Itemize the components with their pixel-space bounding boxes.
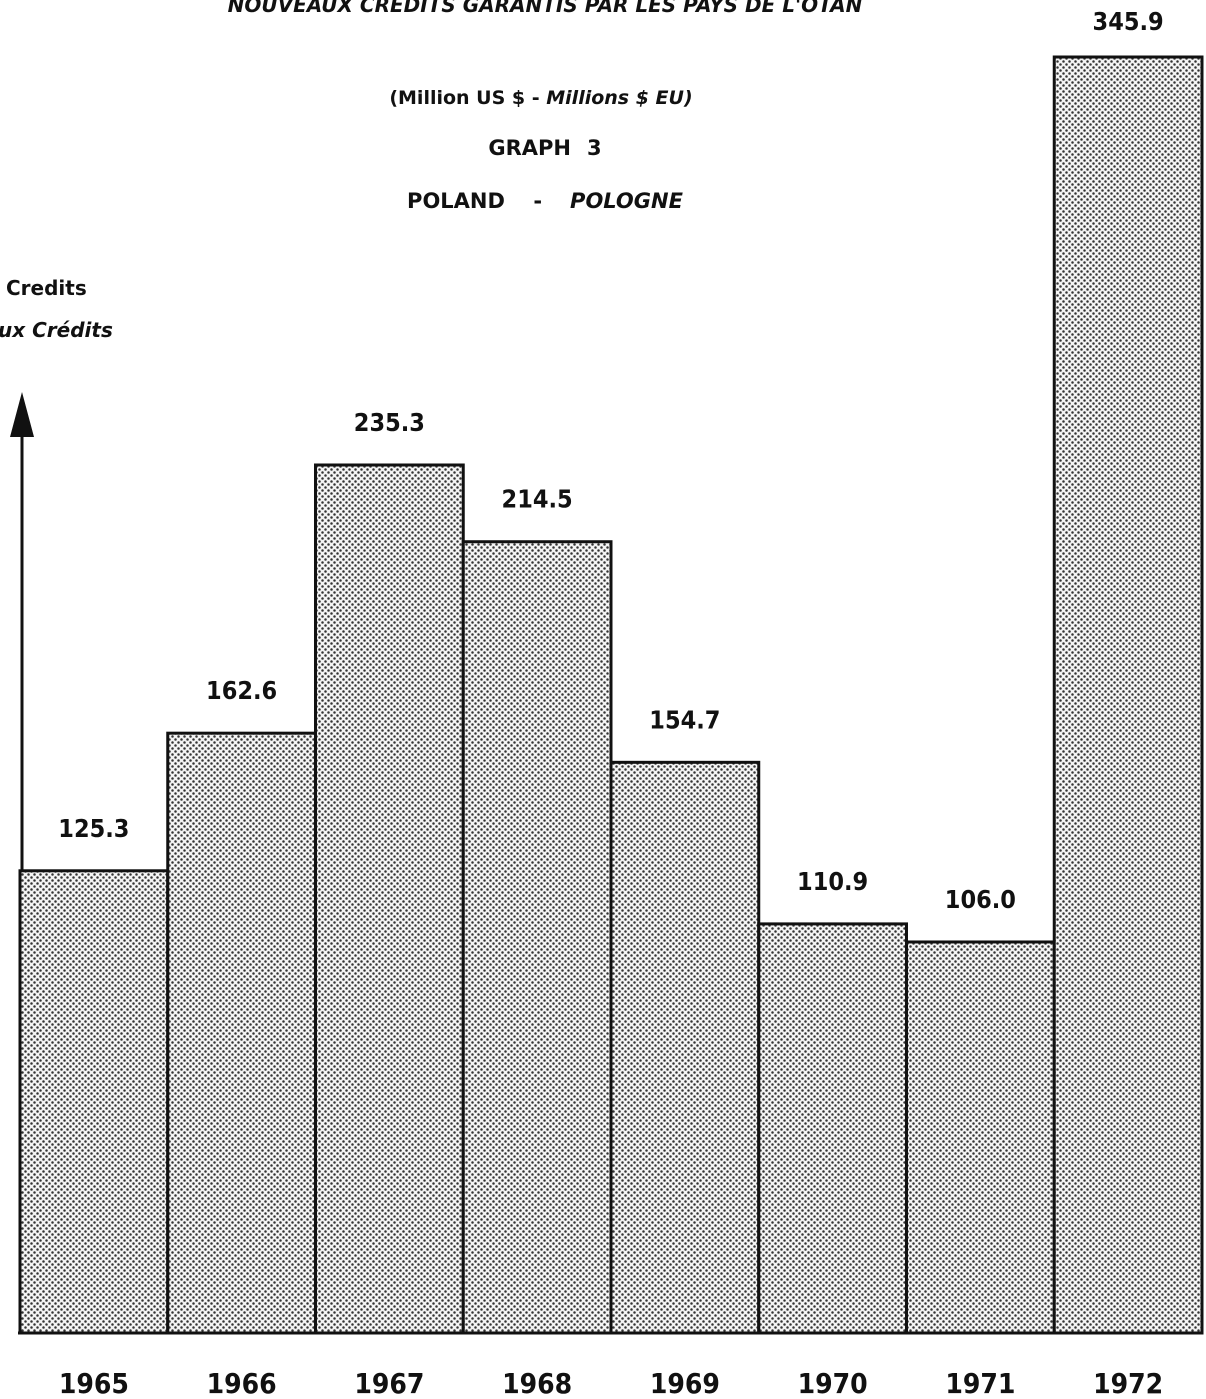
year-label-1965: 1965 — [59, 1367, 129, 1399]
bar-1971 — [905, 940, 1056, 1335]
year-label-1971: 1971 — [945, 1367, 1015, 1399]
bar-1965 — [18, 869, 170, 1335]
value-label-1967: 235.3 — [354, 408, 425, 437]
graph-label: GRAPH — [488, 136, 571, 160]
year-label-1970: 1970 — [798, 1367, 868, 1399]
unit-subtitle: (Million US $ - Millions $ EU) — [389, 87, 692, 109]
value-label-1965: 125.3 — [58, 814, 129, 843]
value-label-1972: 345.9 — [1093, 7, 1164, 36]
value-label-1971: 106.0 — [945, 885, 1016, 914]
bar-1969 — [609, 760, 761, 1335]
country-separator: - — [533, 189, 542, 213]
country-en: POLAND — [407, 189, 505, 213]
axis-label-fr: ux Crédits — [0, 318, 113, 342]
unit-en: (Million US $ — [389, 87, 525, 109]
bar-1966 — [166, 731, 317, 1335]
year-label-1966: 1966 — [207, 1367, 277, 1399]
value-label-1969: 154.7 — [649, 705, 720, 734]
graph-number: 3 — [587, 136, 602, 160]
bar-1970 — [757, 922, 908, 1335]
country-title: POLAND - POLOGNE — [407, 189, 684, 213]
bars-group — [18, 55, 1204, 1335]
bar-1968 — [461, 540, 613, 1335]
value-label-1966: 162.6 — [206, 676, 277, 705]
year-label-1972: 1972 — [1093, 1367, 1163, 1399]
unit-separator: - — [525, 87, 546, 109]
country-fr: POLOGNE — [570, 189, 684, 213]
bar-1972 — [1052, 55, 1204, 1335]
value-label-1970: 110.9 — [797, 867, 868, 896]
top-title: NOUVEAUX CREDITS GARANTIS PAR LES PAYS D… — [228, 0, 863, 17]
year-labels-group: 1965 1966 1967 1968 1969 1970 1971 1972 — [59, 1367, 1163, 1399]
axis-label-en: Credits — [6, 276, 87, 300]
year-label-1969: 1969 — [650, 1367, 720, 1399]
graph-number-label: GRAPH 3 — [488, 136, 601, 160]
y-axis-arrowhead — [10, 392, 34, 437]
year-label-1967: 1967 — [354, 1367, 424, 1399]
unit-fr: Millions $ EU) — [546, 87, 692, 109]
value-label-1968: 214.5 — [502, 485, 573, 514]
value-labels-group: 125.3 162.6 235.3 214.5 154.7 110.9 106.0 345.9 — [58, 7, 1163, 914]
bar-1967 — [314, 463, 465, 1335]
year-label-1968: 1968 — [502, 1367, 572, 1399]
